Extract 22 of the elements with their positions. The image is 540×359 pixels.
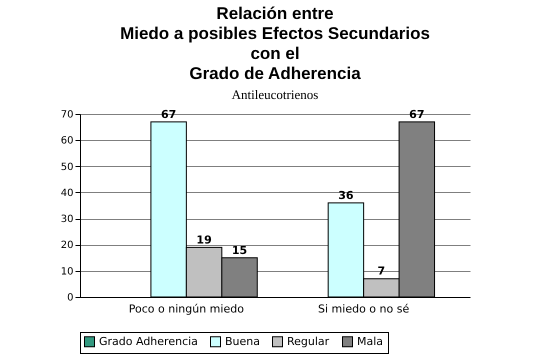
legend-label: Buena <box>225 334 260 348</box>
data-label: 7 <box>378 264 386 278</box>
data-label: 36 <box>338 188 354 202</box>
chart-title: Relación entre Miedo a posibles Efectos Secundarios con el Grado de Adherencia <box>120 4 430 83</box>
legend-label: Mala <box>357 334 384 348</box>
y-tick-label: 50 <box>60 162 74 173</box>
y-tick-label: 70 <box>60 110 74 120</box>
x-tick-label: Poco o ningún miedo <box>128 302 244 316</box>
y-tick-label: 10 <box>60 266 74 278</box>
data-label: 15 <box>232 244 248 257</box>
y-tick-label: 30 <box>60 214 74 226</box>
y-tick-label: 20 <box>60 240 74 252</box>
y-tick-label: 0 <box>67 292 74 304</box>
chart-subtitle: Antileucotrienos <box>232 86 318 102</box>
data-label: 67 <box>409 108 424 121</box>
legend-label: Regular <box>287 334 330 348</box>
y-tick-label: 60 <box>60 136 74 147</box>
x-tick-label: Si miedo o no sé <box>318 302 410 316</box>
y-tick-label: 40 <box>60 188 74 199</box>
data-label: 67 <box>160 108 176 121</box>
legend-label: Grado Adherencia <box>99 334 198 348</box>
data-label: 19 <box>196 233 212 246</box>
